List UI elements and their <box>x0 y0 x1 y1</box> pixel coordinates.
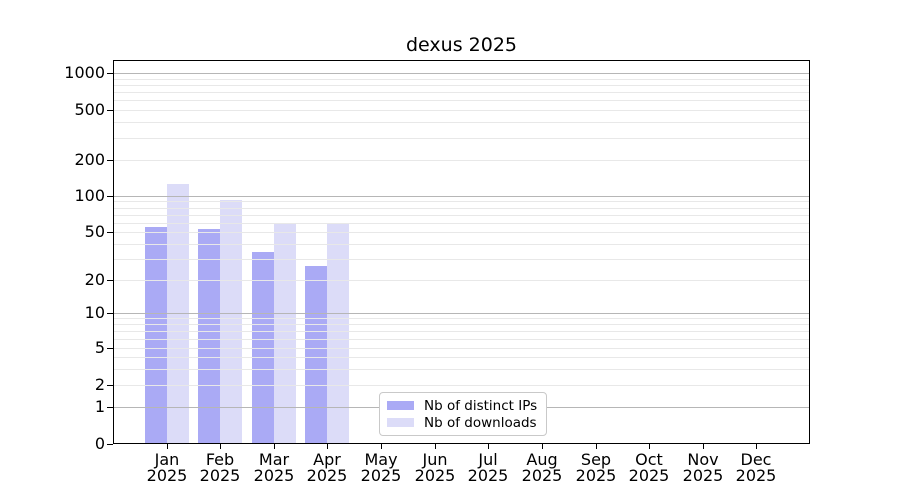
bar-nb-of-distinct-ips-jan <box>145 227 167 444</box>
xtick-mark-jul <box>488 444 489 449</box>
ytick-mark-1000 <box>107 73 113 74</box>
ytick-mark-500 <box>107 110 113 111</box>
gridline-minor-5 <box>113 348 810 349</box>
ytick-label-500: 500 <box>74 100 105 119</box>
ytick-label-5: 5 <box>94 338 105 357</box>
xtick-label-feb: Feb 2025 <box>199 450 241 485</box>
xtick-label-aug: Aug 2025 <box>521 450 563 485</box>
ytick-mark-2 <box>107 385 113 386</box>
gridline-minor-700 <box>113 92 810 93</box>
ytick-label-2: 2 <box>94 375 105 394</box>
bar-nb-of-distinct-ips-apr <box>305 266 327 444</box>
bar-nb-of-distinct-ips-feb <box>198 229 220 444</box>
bar-nb-of-downloads-jan <box>167 184 189 444</box>
ytick-mark-0 <box>107 444 113 445</box>
gridline-minor-800 <box>113 85 810 86</box>
xtick-label-may: May 2025 <box>360 450 402 485</box>
ytick-label-200: 200 <box>74 150 105 169</box>
ytick-label-1: 1 <box>94 397 105 416</box>
gridline-minor-500 <box>113 110 810 111</box>
xtick-mark-jan <box>167 444 168 449</box>
xtick-mark-oct <box>649 444 650 449</box>
ytick-mark-10 <box>107 313 113 314</box>
xtick-label-dec: Dec 2025 <box>735 450 777 485</box>
xtick-mark-dec <box>756 444 757 449</box>
legend-label-downloads: Nb of downloads <box>424 414 537 431</box>
legend-item-downloads: Nb of downloads <box>387 414 537 431</box>
ytick-label-10: 10 <box>84 303 105 322</box>
legend-item-distinct-ips: Nb of distinct IPs <box>387 397 537 414</box>
gridline-minor-60 <box>113 223 810 224</box>
ytick-label-20: 20 <box>84 270 105 289</box>
ytick-label-50: 50 <box>84 222 105 241</box>
xtick-mark-may <box>381 444 382 449</box>
xtick-label-oct: Oct 2025 <box>628 450 670 485</box>
gridline-minor-7 <box>113 331 810 332</box>
gridline-minor-9 <box>113 318 810 319</box>
xtick-mark-nov <box>703 444 704 449</box>
legend-swatch-downloads <box>387 418 414 427</box>
gridline-minor-2 <box>113 385 810 386</box>
gridline-minor-300 <box>113 138 810 139</box>
gridline-minor-4 <box>113 357 810 358</box>
gridline-minor-50 <box>113 232 810 233</box>
gridline-minor-600 <box>113 100 810 101</box>
xtick-label-jan: Jan 2025 <box>146 450 188 485</box>
gridline-minor-400 <box>113 122 810 123</box>
ytick-label-1000: 1000 <box>64 63 105 82</box>
chart-title: dexus 2025 <box>406 34 517 56</box>
ytick-mark-100 <box>107 196 113 197</box>
gridline-minor-40 <box>113 244 810 245</box>
legend: Nb of distinct IPs Nb of downloads <box>379 392 548 436</box>
xtick-mark-feb <box>220 444 221 449</box>
gridline-minor-20 <box>113 280 810 281</box>
gridline-minor-6 <box>113 339 810 340</box>
ytick-mark-1 <box>107 407 113 408</box>
xtick-label-nov: Nov 2025 <box>682 450 724 485</box>
ytick-mark-200 <box>107 160 113 161</box>
ytick-mark-5 <box>107 348 113 349</box>
gridline-major-10 <box>113 313 810 314</box>
legend-label-distinct-ips: Nb of distinct IPs <box>424 397 538 414</box>
xtick-mark-jun <box>435 444 436 449</box>
gridline-minor-3 <box>113 369 810 370</box>
legend-swatch-distinct-ips <box>387 401 414 410</box>
xtick-mark-sep <box>596 444 597 449</box>
gridline-minor-900 <box>113 79 810 80</box>
xtick-mark-mar <box>274 444 275 449</box>
xtick-mark-aug <box>542 444 543 449</box>
gridline-minor-70 <box>113 215 810 216</box>
bar-nb-of-downloads-mar <box>274 224 296 444</box>
xtick-label-mar: Mar 2025 <box>253 450 295 485</box>
gridline-minor-90 <box>113 201 810 202</box>
ytick-label-0: 0 <box>94 434 105 453</box>
bar-nb-of-downloads-apr <box>327 224 349 444</box>
gridline-minor-80 <box>113 208 810 209</box>
xtick-mark-apr <box>327 444 328 449</box>
ytick-mark-50 <box>107 232 113 233</box>
gridline-minor-8 <box>113 324 810 325</box>
bar-nb-of-downloads-feb <box>220 200 242 444</box>
xtick-label-apr: Apr 2025 <box>306 450 348 485</box>
ytick-label-100: 100 <box>74 186 105 205</box>
xtick-label-jul: Jul 2025 <box>467 450 509 485</box>
gridline-minor-30 <box>113 259 810 260</box>
xtick-label-sep: Sep 2025 <box>575 450 617 485</box>
gridline-major-100 <box>113 196 810 197</box>
xtick-label-jun: Jun 2025 <box>414 450 456 485</box>
gridline-minor-200 <box>113 160 810 161</box>
gridline-major-1000 <box>113 73 810 74</box>
ytick-mark-20 <box>107 280 113 281</box>
